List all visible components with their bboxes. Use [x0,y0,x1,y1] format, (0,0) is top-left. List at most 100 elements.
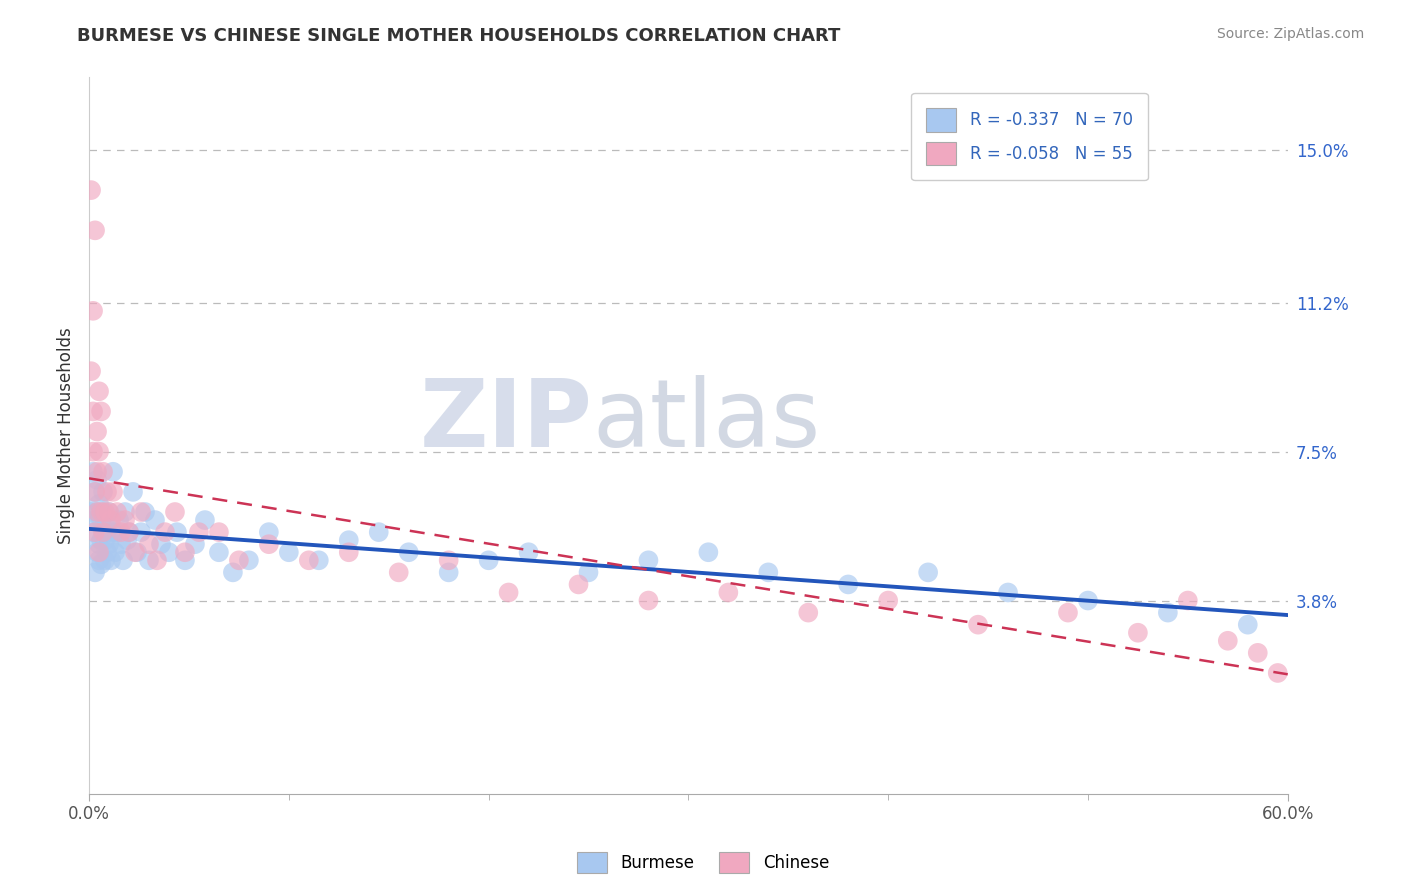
Point [184,537,207,551]
Point [437,553,460,567]
Point [90,513,112,527]
Legend: R = -0.337   N = 70, R = -0.058   N = 55: R = -0.337 N = 70, R = -0.058 N = 55 [911,93,1147,180]
Point [277,545,299,559]
Point [1236,617,1258,632]
Point [112,553,135,567]
Point [125,545,148,559]
Point [82,465,104,479]
Point [96,525,118,540]
Point [118,525,141,540]
Point [517,545,540,559]
Point [194,513,217,527]
Text: BURMESE VS CHINESE SINGLE MOTHER HOUSEHOLDS CORRELATION CHART: BURMESE VS CHINESE SINGLE MOTHER HOUSEHO… [77,27,841,45]
Point [86,505,108,519]
Point [84,566,107,580]
Point [84,484,107,499]
Point [138,537,160,551]
Point [90,404,112,418]
Point [1267,665,1289,680]
Point [208,525,231,540]
Point [637,593,659,607]
Point [86,545,108,559]
Point [96,545,118,559]
Point [1077,593,1099,607]
Point [238,553,260,567]
Point [697,545,720,559]
Point [1157,606,1180,620]
Point [1126,625,1149,640]
Point [917,566,939,580]
Point [129,505,152,519]
Point [80,364,103,378]
Point [997,585,1019,599]
Point [797,606,820,620]
Point [82,404,104,418]
Point [110,537,132,551]
Point [87,444,110,458]
Point [367,525,389,540]
Point [437,566,460,580]
Point [124,545,146,559]
Y-axis label: Single Mother Households: Single Mother Households [58,327,75,544]
Point [1216,633,1239,648]
Point [578,566,600,580]
Point [146,553,169,567]
Point [96,484,118,499]
Point [222,566,245,580]
Point [166,525,188,540]
Point [298,553,321,567]
Point [388,566,411,580]
Point [91,484,114,499]
Point [90,533,112,548]
Point [138,553,160,567]
Point [257,537,280,551]
Point [398,545,420,559]
Point [94,533,117,548]
Point [153,525,176,540]
Point [308,553,330,567]
Point [91,465,114,479]
Point [101,525,124,540]
Point [105,525,128,540]
Legend: Burmese, Chinese: Burmese, Chinese [571,846,835,880]
Point [90,558,112,572]
Point [82,303,104,318]
Point [94,513,117,527]
Point [104,545,127,559]
Point [108,513,131,527]
Point [717,585,740,599]
Point [174,545,197,559]
Point [84,484,107,499]
Point [756,566,779,580]
Point [143,513,166,527]
Point [101,484,124,499]
Point [94,505,117,519]
Point [98,537,121,551]
Point [1177,593,1199,607]
Point [337,533,360,548]
Point [91,505,114,519]
Point [129,525,152,540]
Point [84,525,107,540]
Point [86,505,108,519]
Point [86,473,108,487]
Point [567,577,589,591]
Point [1057,606,1080,620]
Point [114,505,136,519]
Point [837,577,859,591]
Point [87,537,110,551]
Point [174,553,197,567]
Point [91,525,114,540]
Point [115,533,138,548]
Text: atlas: atlas [592,376,821,467]
Point [82,444,104,458]
Point [87,545,110,559]
Point [134,505,156,519]
Point [150,537,173,551]
Point [257,525,280,540]
Point [87,384,110,399]
Point [163,505,186,519]
Point [90,505,112,519]
Point [498,585,520,599]
Point [101,465,124,479]
